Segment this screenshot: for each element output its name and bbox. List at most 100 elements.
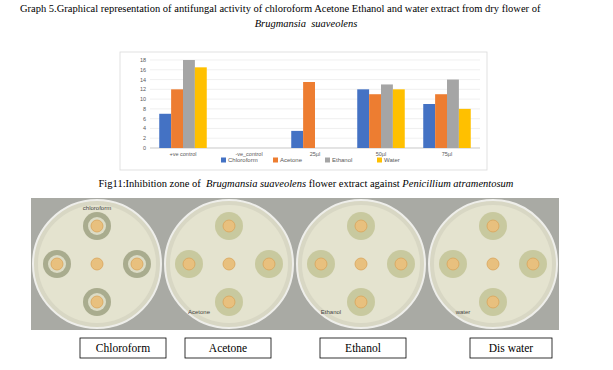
disc <box>223 258 235 270</box>
petri-dish <box>33 200 161 328</box>
disc <box>395 258 407 270</box>
disc <box>487 296 499 308</box>
label-box <box>320 338 406 358</box>
disc <box>91 296 103 308</box>
y-tick-label: 16 <box>140 67 146 73</box>
inhibition-halo <box>123 250 151 278</box>
inhibition-halo <box>83 212 111 240</box>
inhibition-halo <box>307 250 335 278</box>
inhibition-halo <box>215 212 243 240</box>
bar <box>291 131 303 148</box>
legend-label: Acetone <box>280 157 303 163</box>
legend-label: Water <box>384 157 400 163</box>
x-tick-label: +ve control <box>169 151 196 157</box>
inhibition-halo <box>83 288 111 316</box>
figure-caption: Fig11:Inhibition zone of Brugmansia suav… <box>99 178 514 189</box>
grid-line <box>150 60 480 61</box>
disc <box>355 258 367 270</box>
bar <box>171 89 183 148</box>
plate-photo: chloroform <box>31 198 163 330</box>
petri-dish <box>429 200 557 328</box>
legend-swatch <box>273 158 278 163</box>
legend-swatch <box>325 158 330 163</box>
halo-inner <box>88 293 106 311</box>
bar <box>249 148 261 149</box>
disc <box>263 258 275 270</box>
agar <box>302 205 420 323</box>
agar <box>170 205 288 323</box>
plate-inscription: water <box>455 309 471 315</box>
legend-swatch <box>221 158 226 163</box>
inhibition-halo <box>175 250 203 278</box>
disc <box>315 258 327 270</box>
x-tick-label: 75µl <box>442 151 453 157</box>
disc <box>355 296 367 308</box>
label-box <box>470 338 552 358</box>
page: Graph 5.Graphical representation of anti… <box>0 0 613 370</box>
inhibition-halo <box>439 250 467 278</box>
plate-inscription: Acetone <box>188 309 211 315</box>
plate-label: Chloroform <box>96 342 150 354</box>
bar <box>261 148 273 149</box>
bar <box>315 148 327 149</box>
inhibition-halo <box>479 212 507 240</box>
caption-segment: flower extract against <box>306 178 402 189</box>
bar <box>369 94 381 148</box>
agar <box>434 205 552 323</box>
caption-segment: Brugmansia suaveolens <box>206 178 306 189</box>
bar <box>195 67 207 148</box>
halo-inner <box>128 255 146 273</box>
disc <box>487 220 499 232</box>
disc <box>91 220 103 232</box>
disc <box>447 258 459 270</box>
agar <box>38 205 156 323</box>
y-tick-label: 8 <box>143 106 146 112</box>
y-tick-label: 6 <box>143 116 146 122</box>
disc <box>51 258 63 270</box>
caption-segment: Fig11:Inhibition zone of <box>99 178 207 189</box>
plate-photo: water <box>427 198 559 330</box>
plate-label: Dis water <box>489 342 534 354</box>
chart-frame <box>120 52 487 170</box>
halo-inner <box>48 255 66 273</box>
bar <box>423 104 435 148</box>
photo-background <box>295 198 427 330</box>
disc <box>131 258 143 270</box>
photo-background <box>31 198 163 330</box>
inhibition-halo <box>479 288 507 316</box>
y-tick-label: 0 <box>143 145 146 151</box>
bar <box>303 82 315 148</box>
bar <box>393 89 405 148</box>
disc <box>91 258 103 270</box>
y-tick-label: 4 <box>143 125 146 131</box>
graph-caption-species: Brugmansia suaveolens <box>255 18 358 29</box>
bar <box>447 80 459 148</box>
bar <box>459 109 471 148</box>
disc <box>487 258 499 270</box>
photo-background <box>427 198 559 330</box>
disc <box>183 258 195 270</box>
y-tick-label: 14 <box>140 77 146 83</box>
inhibition-halo <box>387 250 415 278</box>
caption-segment: Penicillium atramentosum <box>401 178 514 189</box>
legend-swatch <box>377 158 382 163</box>
disc <box>527 258 539 270</box>
label-box <box>80 338 166 358</box>
inhibition-halo <box>43 250 71 278</box>
graph-caption: Graph 5.Graphical representation of anti… <box>20 3 541 14</box>
bar <box>237 148 249 149</box>
plate-inscription: chloroform <box>83 205 111 211</box>
inhibition-halo <box>215 288 243 316</box>
plate-inscription: Ethanol <box>321 309 341 315</box>
inhibition-halo <box>255 250 283 278</box>
plate-label: Acetone <box>209 342 247 354</box>
petri-dish <box>165 200 293 328</box>
plate-photo: Acetone <box>163 198 295 330</box>
bar <box>225 148 237 149</box>
label-box <box>185 338 271 358</box>
legend-label: Chloroform <box>228 157 258 163</box>
y-tick-label: 2 <box>143 135 146 141</box>
inhibition-halo <box>347 288 375 316</box>
y-tick-label: 12 <box>140 86 146 92</box>
petri-dish <box>297 200 425 328</box>
